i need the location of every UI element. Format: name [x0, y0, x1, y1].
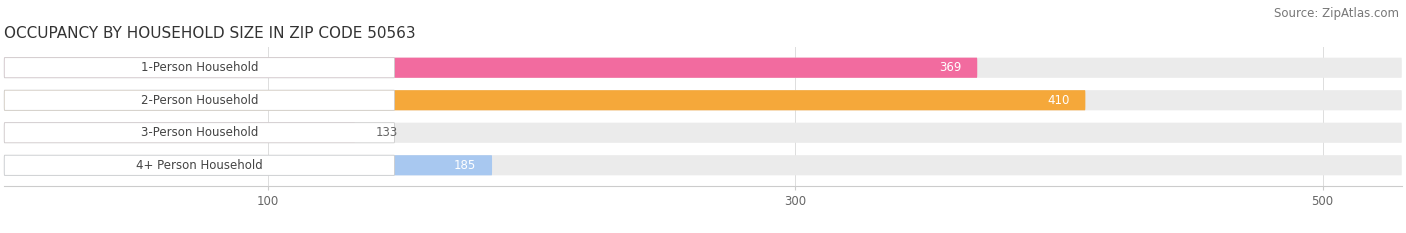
FancyBboxPatch shape: [4, 155, 492, 175]
FancyBboxPatch shape: [4, 90, 395, 110]
FancyBboxPatch shape: [4, 58, 977, 78]
FancyBboxPatch shape: [4, 90, 1085, 110]
Text: 3-Person Household: 3-Person Household: [141, 126, 259, 139]
Text: 133: 133: [375, 126, 398, 139]
Text: 4+ Person Household: 4+ Person Household: [136, 159, 263, 172]
FancyBboxPatch shape: [4, 123, 1402, 143]
Text: 410: 410: [1047, 94, 1070, 107]
Text: 1-Person Household: 1-Person Household: [141, 61, 259, 74]
Text: Source: ZipAtlas.com: Source: ZipAtlas.com: [1274, 7, 1399, 20]
FancyBboxPatch shape: [4, 155, 395, 175]
Text: 185: 185: [454, 159, 477, 172]
Text: 2-Person Household: 2-Person Household: [141, 94, 259, 107]
FancyBboxPatch shape: [4, 58, 1402, 78]
FancyBboxPatch shape: [4, 123, 354, 143]
Text: OCCUPANCY BY HOUSEHOLD SIZE IN ZIP CODE 50563: OCCUPANCY BY HOUSEHOLD SIZE IN ZIP CODE …: [4, 26, 416, 41]
FancyBboxPatch shape: [4, 58, 395, 78]
FancyBboxPatch shape: [4, 90, 1402, 110]
Text: 369: 369: [939, 61, 962, 74]
FancyBboxPatch shape: [4, 123, 395, 143]
FancyBboxPatch shape: [4, 155, 1402, 175]
